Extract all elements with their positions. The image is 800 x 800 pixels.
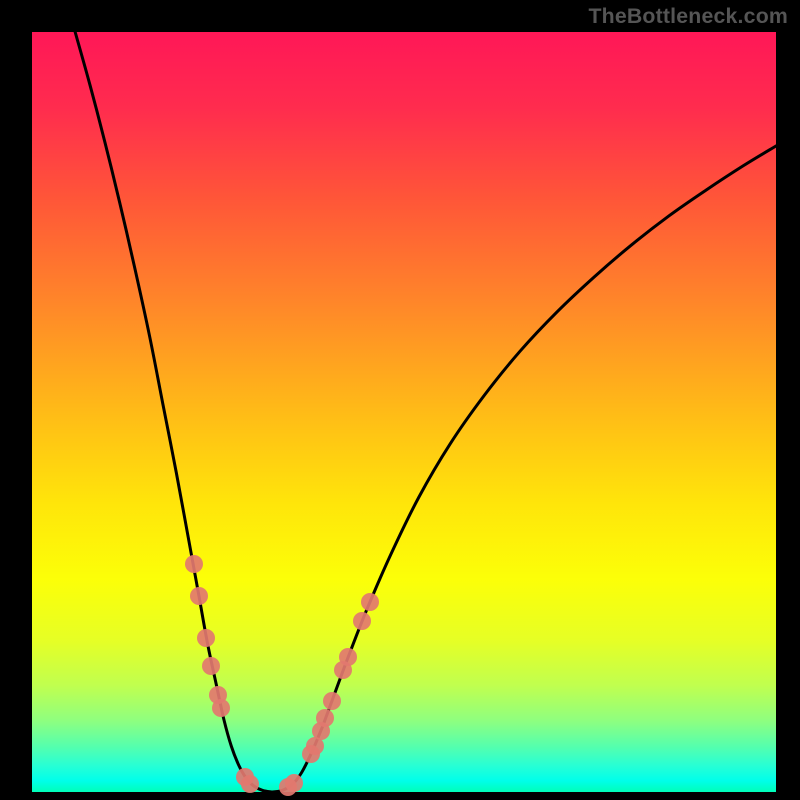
marker-dot bbox=[323, 692, 341, 710]
marker-dot bbox=[361, 593, 379, 611]
figure-root: TheBottleneck.com bbox=[0, 0, 800, 800]
curve-right bbox=[272, 146, 776, 792]
plot-area bbox=[32, 32, 776, 792]
marker-dot bbox=[202, 657, 220, 675]
marker-dot bbox=[241, 775, 259, 793]
marker-dot bbox=[212, 699, 230, 717]
curve-left bbox=[75, 32, 271, 792]
watermark-text: TheBottleneck.com bbox=[588, 4, 788, 29]
marker-dot bbox=[285, 774, 303, 792]
marker-dot bbox=[353, 612, 371, 630]
marker-dot bbox=[339, 648, 357, 666]
marker-dot bbox=[197, 629, 215, 647]
marker-dot bbox=[190, 587, 208, 605]
marker-dot bbox=[185, 555, 203, 573]
curves-layer bbox=[32, 32, 776, 792]
marker-dot bbox=[316, 709, 334, 727]
